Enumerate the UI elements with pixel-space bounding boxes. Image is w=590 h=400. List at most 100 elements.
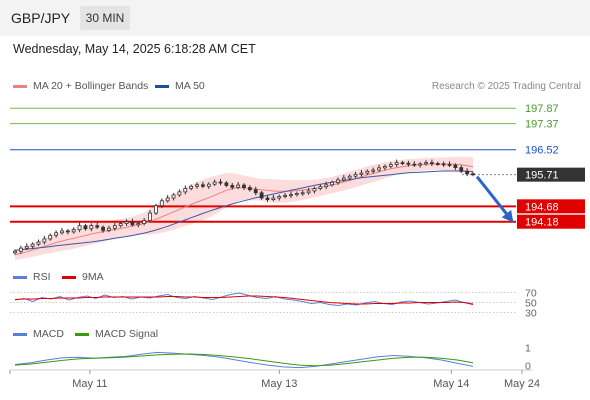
level-tag: [517, 214, 585, 229]
candle-body: [406, 162, 411, 165]
candle-body: [195, 184, 199, 187]
level-tag: [517, 199, 585, 214]
candle-body: [154, 205, 158, 214]
macd-signal-legend-label: MACD Signal: [95, 328, 159, 340]
candle-body: [13, 250, 17, 254]
candle-body: [289, 194, 293, 197]
candle-body: [459, 167, 464, 172]
rsi-ma-line: [14, 295, 474, 305]
candle-body: [60, 230, 64, 234]
rsi-line: [14, 292, 474, 307]
candle-body: [377, 167, 381, 171]
rsi-legend-swatch: [13, 276, 27, 279]
level-tag: [517, 167, 585, 182]
candle-body: [277, 196, 282, 199]
level-label: 196.52: [525, 145, 559, 157]
candle-body: [36, 241, 41, 245]
candle-body: [189, 185, 194, 189]
candle-body: [71, 229, 76, 233]
forecast-arrowhead: [501, 209, 514, 223]
level-label: 194.18: [525, 217, 559, 229]
level-tag: [517, 101, 585, 116]
candle-body: [465, 170, 470, 175]
candle-body: [412, 163, 417, 166]
copyright-notice: Research © 2025 Trading Central: [431, 81, 581, 92]
candle-body: [271, 197, 276, 200]
candle-body: [312, 188, 317, 192]
candle-body: [18, 247, 23, 252]
candle-body: [253, 189, 258, 194]
level-label: 195.71: [525, 170, 559, 182]
candle-body: [89, 225, 94, 230]
candle-body: [294, 193, 299, 196]
symbol-title: GBP/JPY: [11, 10, 71, 26]
macd-signal-line: [14, 353, 474, 367]
candle-body: [177, 191, 182, 196]
candle-body: [124, 221, 129, 224]
candle-body: [283, 195, 288, 197]
candle-body: [359, 172, 364, 175]
candle-body: [183, 188, 188, 193]
level-label: 194.68: [525, 201, 559, 213]
rsi-tick-label: 30: [525, 308, 537, 320]
candle-body: [159, 200, 164, 207]
candle-body: [206, 183, 211, 187]
level-tag: [517, 142, 585, 157]
ma20-legend-swatch: [13, 85, 27, 88]
candle-body: [242, 184, 246, 188]
candle-body: [54, 232, 59, 236]
ma50-legend-label: MA 50: [175, 80, 205, 92]
candle-body: [441, 163, 446, 166]
candle-body: [165, 197, 170, 202]
x-axis-label: May 11: [72, 378, 107, 390]
bollinger-band: [15, 156, 473, 260]
candle-body: [171, 194, 176, 199]
level-tag: [517, 116, 585, 131]
ma50-line: [14, 170, 474, 251]
candle-body: [42, 238, 47, 243]
candle-body: [400, 162, 405, 165]
candle-body: [341, 177, 346, 181]
candle-body: [136, 223, 141, 226]
macd-signal-legend-swatch: [75, 333, 89, 336]
candle-body: [388, 164, 393, 167]
candle-body: [130, 221, 135, 226]
macd-line: [14, 351, 474, 369]
candle-body: [371, 169, 376, 172]
ma20-legend-label: MA 20 + Bollinger Bands: [33, 80, 149, 92]
timeframe-button[interactable]: 30 MIN: [80, 6, 130, 30]
candle-body: [453, 164, 458, 168]
x-axis-label: May 24: [504, 378, 540, 390]
x-axis-label: May 14: [433, 378, 469, 390]
candle-body: [24, 245, 29, 249]
candle-body: [429, 162, 434, 165]
candle-body: [212, 181, 217, 185]
candle-body: [236, 184, 241, 188]
candle-body: [107, 227, 111, 231]
rsi-ma-legend-label: 9MA: [82, 271, 104, 283]
candle-body: [230, 185, 235, 188]
candle-body: [218, 181, 223, 184]
candle-body: [83, 225, 88, 230]
candle-body: [200, 184, 205, 187]
candle-body: [95, 225, 100, 228]
rsi-tick-label: 50: [525, 298, 537, 310]
macd-tick-label: 1: [525, 342, 531, 354]
candle-body: [347, 175, 352, 179]
ma50-legend-swatch: [155, 85, 169, 88]
datetime-label: Wednesday, May 14, 2025 6:18:28 AM CET: [13, 42, 256, 56]
candle-body: [471, 173, 475, 176]
candle-body: [330, 181, 334, 186]
candle-body: [424, 162, 428, 165]
candle-body: [383, 165, 387, 169]
candle-body: [418, 163, 423, 166]
macd-tick-label: 0: [525, 360, 531, 372]
candle-body: [77, 225, 82, 231]
candle-body: [365, 170, 370, 174]
candle-body: [336, 179, 340, 183]
candle-body: [435, 163, 440, 165]
candle-body: [394, 162, 399, 165]
candle-body: [259, 192, 264, 199]
candle-body: [112, 225, 117, 229]
